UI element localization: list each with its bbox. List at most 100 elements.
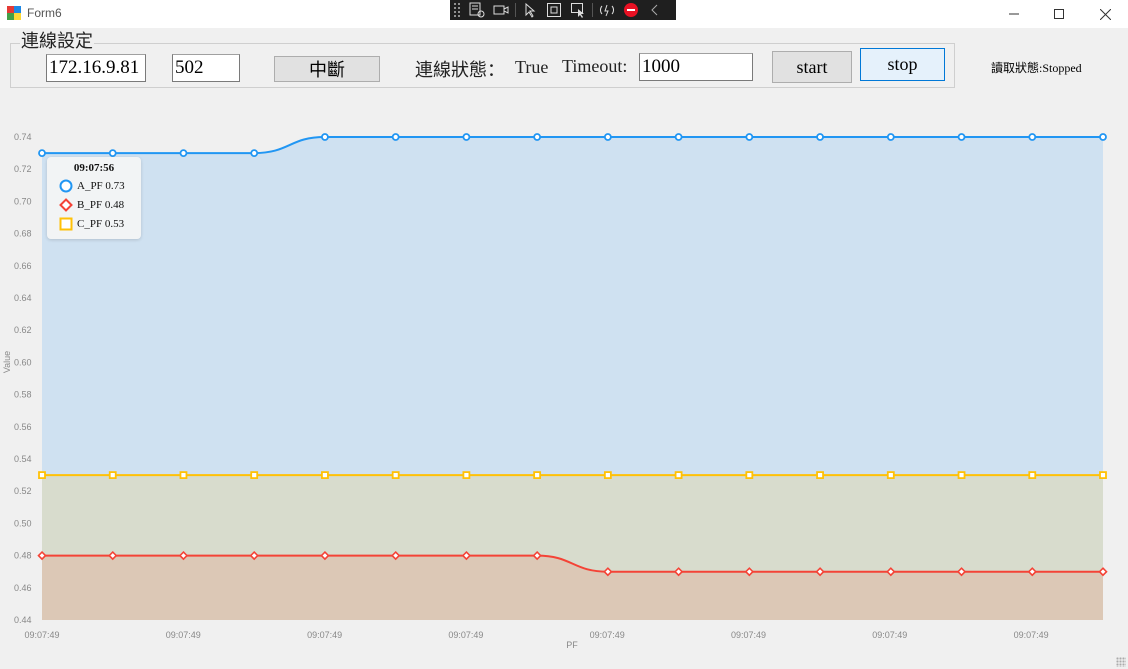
- data-point-A_PF: [108, 149, 117, 157]
- x-tick-label: 09:07:49: [24, 630, 59, 640]
- data-point-C_PF: [745, 471, 754, 480]
- x-tick-label: 09:07:49: [448, 630, 483, 640]
- minimize-button[interactable]: [991, 0, 1037, 28]
- chart-tooltip: 09:07:56 A_PF 0.73 B_PF 0.48 C_PF 0.53: [47, 157, 141, 239]
- live-visual-tree-button[interactable]: [465, 0, 489, 20]
- data-point-B_PF: [391, 550, 401, 561]
- y-tick-label: 0.58: [14, 390, 32, 400]
- data-point-A_PF: [957, 133, 966, 141]
- connection-status-label: 連線狀態：: [415, 60, 505, 80]
- data-point-A_PF: [1099, 133, 1107, 141]
- data-point-C_PF: [38, 471, 46, 480]
- data-point-C_PF: [533, 471, 542, 480]
- pf-chart[interactable]: 0.44 0.46 0.48 0.50 0.52 0.54 0.56 0.58 0.60 0.62…: [0, 120, 1128, 650]
- data-point-B_PF: [532, 550, 542, 561]
- start-button[interactable]: start: [772, 51, 852, 83]
- hot-reload-button[interactable]: [595, 0, 619, 20]
- maximize-icon: [1054, 9, 1064, 19]
- tooltip-row-text: B_PF 0.48: [77, 199, 125, 211]
- data-point-C_PF: [250, 471, 259, 480]
- visual-tree-icon: [469, 2, 485, 18]
- data-point-B_PF: [1098, 567, 1108, 577]
- data-point-C_PF: [816, 471, 824, 480]
- layout-adorners-button[interactable]: [542, 0, 566, 20]
- port-input[interactable]: 502: [172, 54, 240, 82]
- hot-reload-icon: [600, 4, 614, 17]
- data-point-C_PF: [603, 471, 612, 480]
- data-point-B_PF: [886, 567, 896, 577]
- tooltip-row-a: A_PF 0.73: [59, 178, 125, 194]
- maximize-button[interactable]: [1036, 0, 1082, 28]
- x-tick-label: 09:07:49: [1014, 630, 1049, 640]
- toolbar-separator: [515, 3, 516, 17]
- tooltip-row-text: C_PF 0.53: [77, 218, 125, 230]
- data-point-A_PF: [816, 133, 824, 141]
- data-point-B_PF: [249, 550, 259, 561]
- y-tick-label: 0.72: [14, 164, 32, 174]
- read-status-label: 讀取狀態:Stopped: [991, 61, 1082, 75]
- data-point-C_PF: [1099, 471, 1107, 480]
- data-point-A_PF: [886, 133, 895, 141]
- track-focus-icon: [571, 3, 584, 18]
- record-button[interactable]: [489, 0, 513, 20]
- data-point-B_PF: [37, 550, 47, 561]
- y-tick-label: 0.60: [14, 357, 32, 367]
- data-point-A_PF: [533, 133, 542, 141]
- circle-marker-icon: [59, 179, 73, 193]
- timeout-input[interactable]: 1000: [639, 53, 753, 81]
- collapse-toolbar-button[interactable]: [643, 0, 667, 20]
- y-tick-label: 0.46: [14, 583, 32, 593]
- y-tick-label: 0.50: [14, 518, 32, 528]
- data-point-B_PF: [956, 567, 967, 577]
- series-line-B_PF: [42, 554, 1103, 573]
- minimize-icon: [1009, 13, 1019, 15]
- ip-address-input[interactable]: 172.16.9.81: [46, 54, 146, 82]
- resize-grip-icon[interactable]: [1116, 657, 1126, 667]
- data-point-C_PF: [108, 471, 117, 480]
- x-tick-label: 09:07:49: [166, 630, 201, 640]
- adorner-icon: [547, 3, 561, 17]
- data-point-C_PF: [1028, 471, 1037, 480]
- connection-status-value: True: [515, 57, 549, 77]
- data-point-B_PF: [1027, 567, 1037, 577]
- data-point-A_PF: [179, 149, 188, 157]
- diamond-marker-icon: [59, 198, 73, 212]
- tooltip-time: 09:07:56: [73, 162, 115, 174]
- data-point-C_PF: [886, 471, 895, 480]
- data-point-C_PF: [321, 471, 329, 480]
- chart-canvas: 0.44 0.46 0.48 0.50 0.52 0.54 0.56 0.58 0.60 0.62…: [2, 132, 1108, 650]
- y-tick-label: 0.48: [14, 551, 32, 561]
- data-point-C_PF: [674, 471, 683, 480]
- data-point-C_PF: [179, 471, 188, 480]
- timeout-label: Timeout:: [562, 56, 628, 76]
- tooltip-row-text: A_PF 0.73: [77, 180, 125, 192]
- stop-debug-button[interactable]: [619, 0, 643, 20]
- x-tick-label: 09:07:49: [307, 630, 342, 640]
- y-tick-label: 0.44: [14, 615, 32, 625]
- connection-groupbox: [10, 43, 955, 88]
- y-tick-label: 0.68: [14, 229, 32, 239]
- select-cursor-icon: [525, 2, 536, 18]
- data-point-B_PF: [320, 550, 330, 561]
- disconnect-button[interactable]: 中斷: [274, 56, 380, 82]
- data-point-B_PF: [815, 567, 825, 577]
- data-point-B_PF: [603, 567, 613, 577]
- data-point-C_PF: [391, 471, 400, 480]
- window-title: Form6: [27, 6, 62, 20]
- data-point-A_PF: [38, 149, 46, 157]
- close-button[interactable]: [1082, 0, 1128, 28]
- stop-button[interactable]: stop: [860, 48, 945, 81]
- data-point-B_PF: [461, 550, 472, 561]
- select-element-button[interactable]: [518, 0, 542, 20]
- data-point-A_PF: [321, 133, 329, 141]
- data-point-A_PF: [745, 133, 754, 141]
- track-focus-button[interactable]: [566, 0, 590, 20]
- data-point-A_PF: [603, 133, 612, 141]
- connection-group-label: 連線設定: [20, 31, 94, 51]
- camera-icon: [493, 5, 509, 15]
- data-point-A_PF: [674, 133, 683, 141]
- toolbar-grip-icon[interactable]: [453, 2, 461, 18]
- x-tick-label: 09:07:49: [731, 630, 766, 640]
- app-icon: [7, 6, 21, 20]
- toolbar-separator: [592, 3, 593, 17]
